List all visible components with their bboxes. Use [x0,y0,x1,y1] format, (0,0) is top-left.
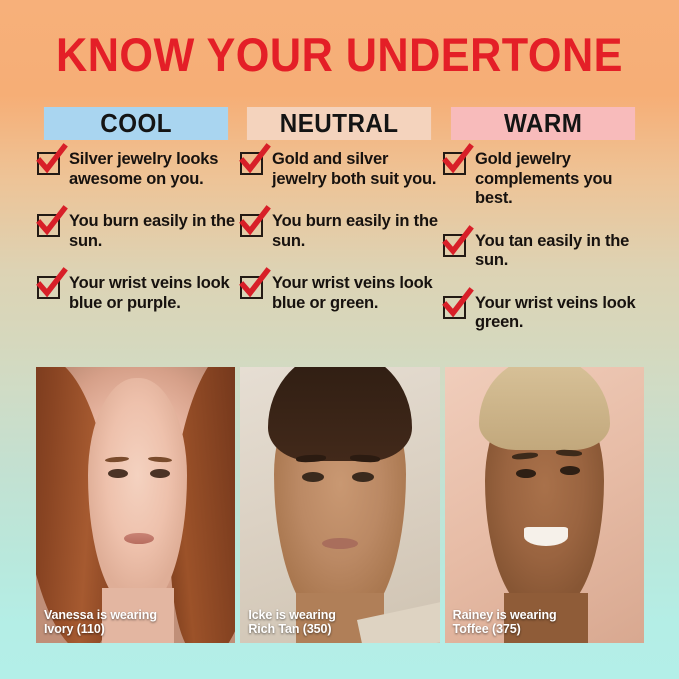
checkbox-checked-icon [239,143,271,175]
portrait-illustration [240,367,440,643]
checklist-item: Your wrist veins look blue or green. [239,267,443,313]
checklist-item: You burn easily in the sun. [239,205,443,251]
checkbox-checked-icon [442,224,474,257]
photo-caption-line1: Icke is wearing [248,608,336,622]
photo-caption-line1: Rainey is wearing [452,608,557,622]
checklist-column-warm: Gold jewelry complements you best. You t… [442,143,646,356]
photo-caption: Vanessa is wearing Ivory (110) [44,608,157,636]
checklist-item-text: Gold and silver jewelry both suit you. [272,150,437,188]
checkbox-checked-icon [36,267,68,299]
photo-caption-line2: Ivory (110) [44,621,105,636]
page-title: KNOW YOUR UNDERTONE [56,28,623,81]
header-warm: WARM [450,107,636,140]
checkbox-checked-icon [442,143,474,175]
model-photo-vanessa: Vanessa is wearing Ivory (110) [36,367,236,643]
undertone-header-bars: COOL NEUTRAL WARM [37,107,642,140]
checklist-item: Your wrist veins look blue or purple. [36,267,240,313]
checklist-item-text: Your wrist veins look blue or green. [272,274,433,312]
photo-caption-line1: Vanessa is wearing [44,608,157,622]
checkbox-checked-icon [239,205,271,237]
checklist-item-text: Your wrist veins look blue or purple. [69,274,230,312]
photo-caption: Icke is wearing Rich Tan (350) [248,608,336,636]
checklist-item-text: You burn easily in the sun. [69,212,235,250]
checklist-item-text: Gold jewelry complements you best. [475,150,613,207]
header-cool: COOL [43,107,229,140]
checkbox-checked-icon [36,143,68,175]
header-warm-label: WARM [503,108,583,138]
checklist-item: You tan easily in the sun. [442,224,646,271]
checklist-item: Your wrist veins look green. [442,286,646,333]
checkbox-checked-icon [36,205,68,237]
checkbox-checked-icon [239,267,271,299]
model-photo-row: Vanessa is wearing Ivory (110) Icke is w… [36,367,644,643]
model-photo-icke: Icke is wearing Rich Tan (350) [240,367,440,643]
photo-caption-line2: Toffee (375) [452,621,521,636]
portrait-illustration [444,367,644,643]
checklist-item: Silver jewelry looks awesome on you. [36,143,240,189]
checklist-item-text: Your wrist veins look green. [475,293,636,332]
model-photo-rainey: Rainey is wearing Toffee (375) [444,367,644,643]
checkbox-checked-icon [442,286,474,319]
portrait-illustration [36,367,236,643]
checklist-item: Gold and silver jewelry both suit you. [239,143,443,189]
checklist-item-text: You tan easily in the sun. [475,231,630,270]
checklist-item-text: You burn easily in the sun. [272,212,438,250]
header-neutral-label: NEUTRAL [280,108,399,138]
checklist-column-neutral: Gold and silver jewelry both suit you. Y… [239,143,443,356]
photo-caption: Rainey is wearing Toffee (375) [452,608,557,636]
header-neutral: NEUTRAL [247,107,432,140]
checklist-item: Gold jewelry complements you best. [442,143,646,209]
checklist-columns: Silver jewelry looks awesome on you. You… [36,143,647,356]
checklist-item-text: Silver jewelry looks awesome on you. [69,150,219,188]
photo-caption-line2: Rich Tan (350) [248,621,332,636]
header-cool-label: COOL [100,108,173,138]
checklist-item: You burn easily in the sun. [36,205,240,251]
checklist-column-cool: Silver jewelry looks awesome on you. You… [36,143,240,356]
